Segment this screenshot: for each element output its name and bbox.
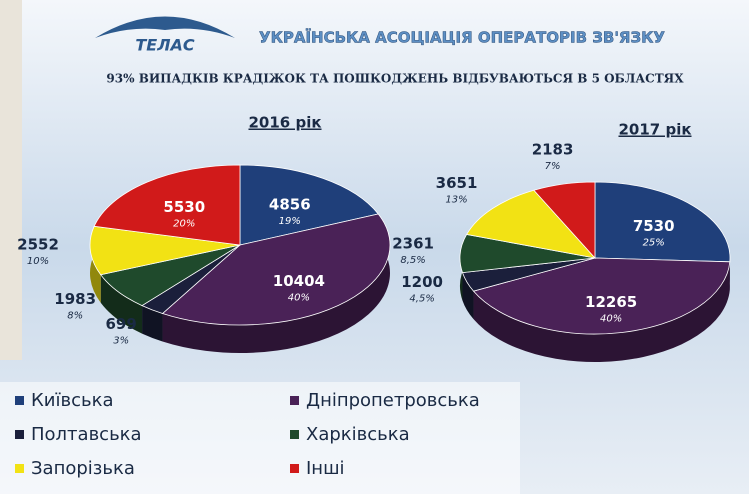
value-label: 4856 <box>269 196 311 214</box>
chart-title: 2017 рік <box>618 121 691 139</box>
legend-swatch <box>15 430 24 439</box>
legend-swatch <box>15 396 24 405</box>
percent-label: 40% <box>288 292 310 303</box>
logo-text: ТЕЛАС <box>135 36 195 55</box>
slice <box>472 257 731 335</box>
percent-label: 25% <box>643 238 665 249</box>
slice-side <box>100 274 143 334</box>
percent-label: 7% <box>545 161 561 172</box>
percent-label: 8% <box>67 311 83 322</box>
legend-label: Інші <box>306 458 345 479</box>
slice-side <box>462 272 474 320</box>
logo-umbrella <box>95 16 235 38</box>
slice <box>89 225 241 276</box>
slice-side <box>142 305 163 342</box>
slice <box>93 164 241 246</box>
slice <box>533 181 596 260</box>
percent-label: 3% <box>113 335 129 346</box>
slice-side <box>162 213 391 353</box>
percent-label: 8,5% <box>400 255 425 266</box>
legend-label: Київська <box>31 390 114 411</box>
percent-label: 13% <box>445 194 467 205</box>
value-label: 1200 <box>401 273 443 291</box>
legend-label: Дніпропетровська <box>306 390 480 411</box>
percent-label: 19% <box>279 216 301 227</box>
headline: 93% ВИПАДКІВ КРАДІЖОК ТА ПОШКОДЖЕНЬ ВІДБ… <box>106 72 684 86</box>
percent-label: 4,5% <box>409 294 434 305</box>
percent-label: 40% <box>600 314 622 325</box>
legend-swatch <box>290 464 299 473</box>
value-label: 5530 <box>163 198 205 216</box>
value-label: 12265 <box>585 293 637 311</box>
value-label: 699 <box>106 315 137 333</box>
legend-swatch <box>290 396 299 405</box>
value-label: 3651 <box>436 174 478 192</box>
legend-label: Полтавська <box>31 424 142 445</box>
legend-label: Запорізька <box>31 458 135 479</box>
value-label: 1983 <box>54 290 96 308</box>
legend-box <box>0 382 520 494</box>
slice <box>161 213 391 326</box>
percent-label: 20% <box>173 218 195 229</box>
slice <box>239 164 379 246</box>
legend-swatch <box>290 430 299 439</box>
slice <box>594 181 731 263</box>
percent-label: 10% <box>27 256 49 267</box>
value-label: 2361 <box>392 234 434 252</box>
side-paper <box>0 0 22 360</box>
slice <box>466 189 597 259</box>
value-label: 10404 <box>273 272 325 290</box>
value-label: 2552 <box>17 235 59 253</box>
slice-side <box>473 261 730 363</box>
chart-title: 2016 рік <box>248 114 321 132</box>
organization: УКРАЇНСЬКА АСОЦІАЦІЯ ОПЕРАТОРІВ ЗВ'ЯЗКУ <box>259 28 665 47</box>
legend-swatch <box>15 464 24 473</box>
value-label: 7530 <box>633 217 675 235</box>
legend-label: Харківська <box>306 424 410 445</box>
value-label: 2183 <box>532 141 574 159</box>
